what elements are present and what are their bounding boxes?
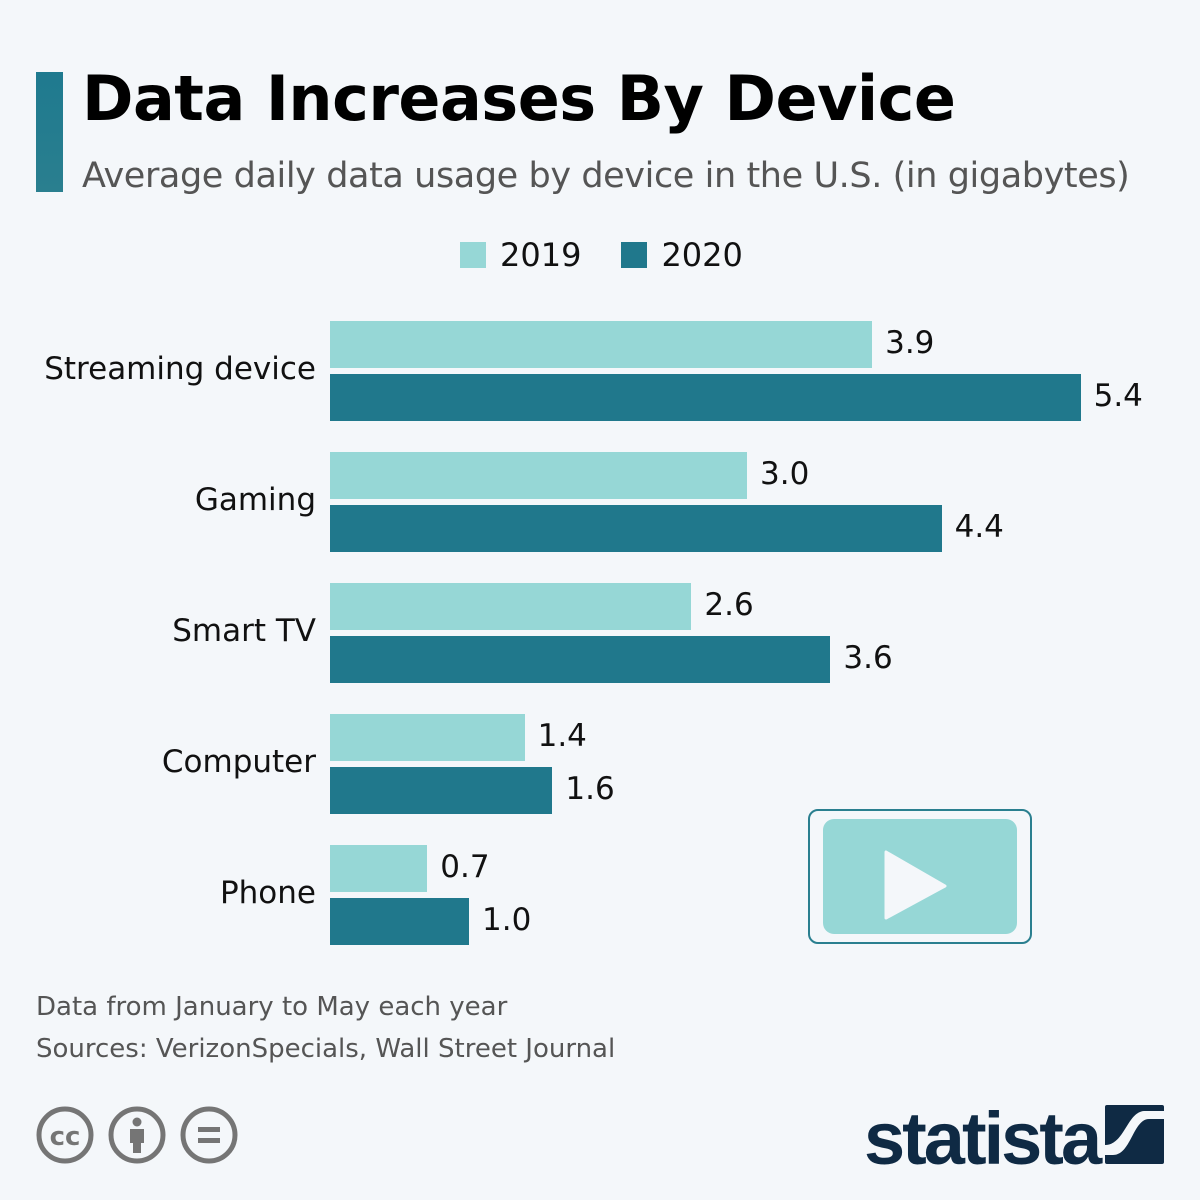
category-label: Streaming device	[44, 351, 316, 387]
bar-2019	[330, 583, 692, 630]
chart-title: Data Increases By Device	[82, 62, 956, 135]
legend: 2019 2020	[460, 236, 743, 274]
no-derivatives-icon[interactable]	[180, 1106, 240, 1166]
value-label: 3.6	[843, 640, 893, 676]
value-label: 4.4	[954, 509, 1004, 545]
note-period: Data from January to May each year	[36, 992, 508, 1022]
play-video-icon	[884, 850, 947, 920]
value-label: 1.4	[537, 718, 587, 754]
category-label: Gaming	[194, 482, 316, 518]
statista-logo-mark-icon	[1105, 1105, 1164, 1164]
value-label: 1.6	[565, 771, 615, 807]
value-label: 3.0	[760, 456, 810, 492]
note-sources: Sources: VerizonSpecials, Wall Street Jo…	[36, 1034, 616, 1064]
svg-text:cc: cc	[50, 1122, 81, 1152]
value-label: 2.6	[704, 587, 754, 623]
bar-2020	[330, 767, 553, 814]
bar-2020	[330, 898, 469, 945]
play-video-button[interactable]	[808, 809, 1032, 944]
value-label: 0.7	[440, 849, 490, 885]
bar-2019	[330, 452, 747, 499]
title-accent-bar	[36, 72, 63, 192]
bar-2019	[330, 845, 428, 892]
bar-2020	[330, 636, 831, 683]
legend-label-2019: 2019	[500, 236, 582, 274]
category-label: Smart TV	[172, 613, 316, 649]
value-label: 3.9	[885, 325, 935, 361]
attribution-icon[interactable]	[108, 1106, 168, 1166]
legend-label-2020: 2020	[661, 236, 743, 274]
logo-text: statista	[864, 1097, 1102, 1180]
legend-swatch-2019	[460, 242, 486, 268]
bar-2020	[330, 374, 1081, 421]
bar-2020	[330, 505, 942, 552]
category-label: Phone	[219, 875, 316, 911]
bar-2019	[330, 321, 873, 368]
creative-commons-icon[interactable]: cc	[36, 1106, 96, 1166]
value-label: 1.0	[482, 902, 532, 938]
category-label: Computer	[161, 744, 316, 780]
bar-2019	[330, 714, 525, 761]
statista-logo[interactable]: statista	[864, 1096, 1102, 1181]
chart-subtitle: Average daily data usage by device in th…	[82, 156, 1130, 196]
value-label: 5.4	[1093, 378, 1143, 414]
legend-swatch-2020	[621, 242, 648, 268]
